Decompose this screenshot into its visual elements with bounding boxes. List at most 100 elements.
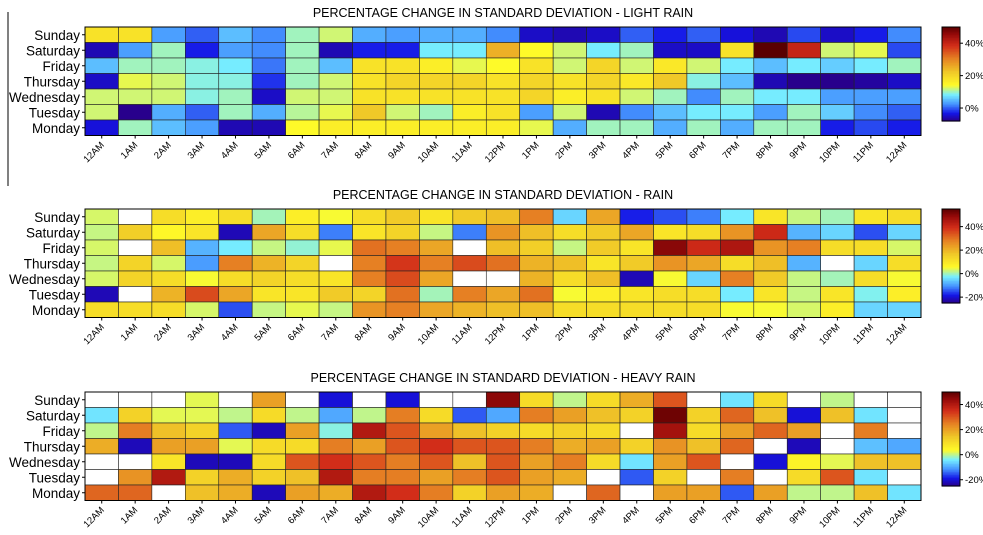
heatmap-cell xyxy=(218,270,253,287)
colorbar-segment xyxy=(942,426,960,429)
heatmap-cell xyxy=(318,239,353,256)
heatmap-cell xyxy=(452,469,487,486)
heatmap-cell xyxy=(653,239,688,256)
heatmap-cell xyxy=(185,88,220,105)
colorbar-segment xyxy=(942,256,960,259)
heatmap-cell xyxy=(185,208,220,225)
hour-label: 1AM xyxy=(119,140,141,162)
colorbar-segment xyxy=(942,393,960,396)
colorbar-segment xyxy=(942,63,960,66)
heatmap-cell xyxy=(485,469,521,486)
heatmap-cell xyxy=(586,119,621,136)
heatmap-cell xyxy=(385,286,420,303)
heatmap-cell xyxy=(352,484,387,501)
heatmap-cell xyxy=(519,208,554,225)
colorbar-segment xyxy=(942,285,960,288)
heatmap-cell xyxy=(185,286,220,303)
colorbar-segment xyxy=(942,37,960,41)
heatmap-cell xyxy=(218,119,253,136)
colorbar-segment xyxy=(942,429,960,432)
heatmap-cell xyxy=(151,255,186,272)
colorbar-segment xyxy=(942,223,960,226)
day-label: Monday xyxy=(32,303,80,318)
hour-label: 4PM xyxy=(620,505,642,527)
heatmap-cell xyxy=(653,73,688,90)
heatmap-cell xyxy=(686,484,721,501)
heatmap-cell xyxy=(185,239,220,256)
heatmap-cell xyxy=(452,26,487,43)
heatmap-cell xyxy=(151,469,186,486)
heatmap-cell xyxy=(151,88,186,105)
heatmap-cell xyxy=(820,255,855,272)
heatmap-cell xyxy=(485,104,521,121)
heatmap-cell xyxy=(720,42,755,59)
heatmap-cell xyxy=(318,255,353,272)
colorbar-segment xyxy=(942,448,960,451)
colorbar-segment xyxy=(942,445,960,448)
heatmap-cell xyxy=(519,270,554,287)
heatmap-cell xyxy=(385,239,420,256)
heatmap-cell xyxy=(151,104,186,121)
heatmap-cell xyxy=(419,391,454,408)
hour-label: 1PM xyxy=(520,322,542,344)
heatmap-cell xyxy=(586,88,621,105)
day-label: Friday xyxy=(42,241,80,256)
heatmap-cell xyxy=(419,224,454,241)
colorbar-segment xyxy=(942,61,960,64)
heatmap-cell xyxy=(385,208,420,225)
heatmap-cell xyxy=(251,301,286,318)
colorbar-segment xyxy=(942,439,960,442)
colorbar-segment xyxy=(942,279,960,282)
hour-label: 12PM xyxy=(483,140,508,165)
colorbar-segment xyxy=(942,240,960,243)
heatmap-cell xyxy=(385,407,420,424)
heatmap-cell xyxy=(385,301,420,318)
heatmap-cell xyxy=(753,270,788,287)
colorbar-segment xyxy=(942,467,960,470)
heatmap-cell xyxy=(753,422,788,439)
heatmap-cell xyxy=(552,453,587,470)
hour-label: 9PM xyxy=(787,322,809,344)
hour-label: 12AM xyxy=(82,140,107,165)
day-label: Thursday xyxy=(24,439,81,454)
heatmap-cell xyxy=(586,407,621,424)
heatmap-cell xyxy=(686,270,721,287)
colorbar-segment xyxy=(942,424,960,428)
heatmap-cell xyxy=(218,26,253,43)
hour-label: 4AM xyxy=(219,505,241,527)
heatmap-cell xyxy=(485,57,521,74)
hour-label: 5AM xyxy=(252,140,274,162)
hour-label: 7PM xyxy=(721,505,743,527)
heatmap-cell xyxy=(552,208,587,225)
heatmap-cell xyxy=(820,42,855,59)
heatmap-cell xyxy=(720,301,755,318)
heatmap-cell xyxy=(385,422,420,439)
colorbar-segment xyxy=(942,215,960,218)
heatmap-cell xyxy=(318,407,353,424)
colorbar-segment xyxy=(942,28,960,31)
heatmap-cell xyxy=(820,270,855,287)
hour-label: 5PM xyxy=(654,140,676,162)
heatmap-cell xyxy=(318,438,353,455)
heatmap-cell xyxy=(385,104,420,121)
colorbar-segment xyxy=(942,248,960,251)
heatmap-cell xyxy=(720,453,755,470)
heatmap-cell xyxy=(686,407,721,424)
hour-label: 2PM xyxy=(553,505,575,527)
heatmap-cell xyxy=(786,453,821,470)
heatmap-cell xyxy=(218,407,253,424)
heatmap-cell xyxy=(786,301,821,318)
hour-label: 10PM xyxy=(817,505,842,530)
heatmap-cell xyxy=(619,119,654,136)
colorbar-segment xyxy=(942,398,960,401)
heatmap-cell xyxy=(218,104,253,121)
heatmap-cell xyxy=(419,286,454,303)
heatmap-cell xyxy=(653,104,688,121)
colorbar-segment xyxy=(942,287,960,290)
heatmap-cell xyxy=(887,270,922,287)
heatmap-cell xyxy=(118,208,153,225)
heatmap-cell xyxy=(251,104,286,121)
heatmap-cell xyxy=(619,270,654,287)
heatmap-cell xyxy=(151,438,186,455)
heatmap-cell xyxy=(720,88,755,105)
